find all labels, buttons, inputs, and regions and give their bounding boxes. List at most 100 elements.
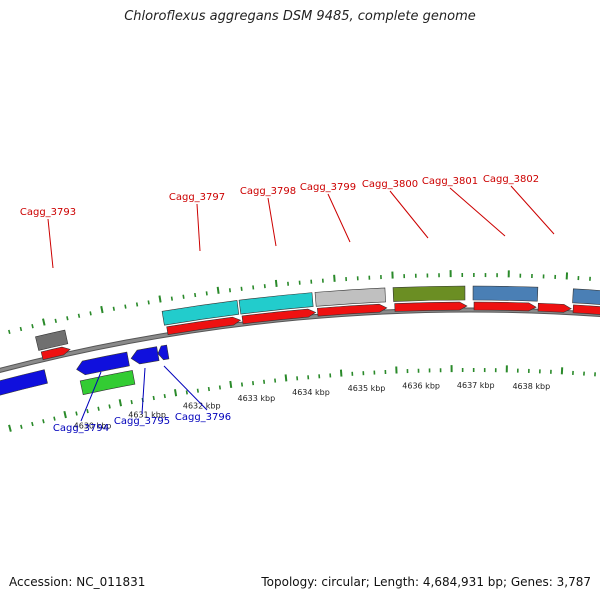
- tick-mark: [163, 393, 166, 399]
- gene-label-forward[interactable]: Cagg_3801: [422, 176, 478, 187]
- tick-mark: [228, 288, 232, 293]
- leader-line: [80, 371, 102, 422]
- kbp-label: 4632 kbp: [183, 401, 221, 410]
- reverse-cds-arrow[interactable]: [157, 344, 170, 361]
- forward-cds-arrow[interactable]: [394, 301, 468, 312]
- tick-mark: [229, 380, 233, 389]
- feature-track: [0, 285, 600, 397]
- tick-mark: [42, 318, 46, 326]
- kbp-label: 4631 kbp: [128, 410, 166, 419]
- reverse-cds-arrow[interactable]: [0, 369, 48, 397]
- tick-mark: [100, 305, 104, 314]
- tick-mark: [274, 279, 278, 288]
- tick-mark: [185, 390, 188, 395]
- tick-mark: [53, 416, 56, 421]
- tick-mark: [339, 369, 343, 377]
- tick-mark: [86, 408, 89, 414]
- gene-label-reverse[interactable]: Cagg_3796: [175, 412, 231, 423]
- gene-label-forward[interactable]: Cagg_3793: [20, 207, 76, 218]
- forward-cds-arrow[interactable]: [241, 308, 317, 325]
- tick-mark: [108, 404, 111, 409]
- forward-cds-arrow[interactable]: [166, 316, 242, 336]
- gene-labels: Cagg_3793 Cagg_3797 Cagg_3798 Cagg_3799 Cagg…: [20, 174, 555, 434]
- kbp-label: 4633 kbp: [238, 394, 276, 403]
- tick-mark: [54, 318, 57, 323]
- gene-label-forward[interactable]: Cagg_3800: [362, 179, 418, 190]
- tick-mark: [174, 389, 178, 397]
- kbp-label: 4635 kbp: [348, 384, 386, 393]
- tick-mark: [8, 424, 12, 432]
- forward-cds-arrow[interactable]: [40, 346, 71, 361]
- tick-mark: [89, 311, 92, 316]
- tick-mark: [170, 296, 173, 301]
- leader-line: [47, 218, 54, 269]
- kbp-label: 4637 kbp: [457, 381, 495, 390]
- tick-mark: [205, 291, 208, 296]
- forward-feature-bar[interactable]: [472, 285, 539, 302]
- tick-mark: [194, 292, 197, 298]
- leader-line: [510, 185, 555, 235]
- tick-mark: [31, 324, 34, 329]
- leader-line: [267, 197, 277, 247]
- gene-label-forward[interactable]: Cagg_3797: [169, 192, 225, 203]
- map-title: Chloroflexus aggregans DSM 9485, complet…: [124, 9, 476, 24]
- forward-feature-bar[interactable]: [314, 287, 386, 307]
- gene-label-reverse[interactable]: Cagg_3794: [53, 423, 109, 434]
- tick-mark: [158, 295, 162, 303]
- tick-mark: [8, 329, 11, 334]
- tick-mark: [218, 385, 222, 390]
- inner-tick-ring: [8, 365, 596, 432]
- gene-label-forward[interactable]: Cagg_3802: [483, 174, 539, 185]
- tick-mark: [147, 300, 150, 305]
- leader-line: [141, 367, 146, 415]
- tick-mark: [19, 326, 23, 332]
- tick-mark: [130, 399, 133, 405]
- reverse-cds-arrow[interactable]: [76, 351, 130, 376]
- tick-mark: [118, 399, 123, 407]
- tick-mark: [284, 374, 288, 382]
- gene-label-forward[interactable]: Cagg_3799: [300, 182, 356, 193]
- tick-mark: [77, 313, 81, 318]
- forward-cds-arrow[interactable]: [537, 302, 572, 313]
- kbp-label: 4634 kbp: [292, 388, 330, 397]
- leader-line: [196, 203, 201, 252]
- forward-cds-arrow[interactable]: [317, 303, 388, 317]
- tick-mark: [124, 304, 127, 309]
- outer-tick-ring: [8, 270, 591, 334]
- tick-mark: [20, 424, 23, 429]
- leader-line: [449, 187, 506, 237]
- forward-feature-bar[interactable]: [238, 292, 314, 315]
- tick-mark: [75, 411, 78, 416]
- tick-mark: [152, 395, 155, 401]
- tick-mark: [31, 421, 34, 427]
- gene-label-reverse[interactable]: Cagg_3795: [114, 416, 170, 427]
- forward-feature-bar[interactable]: [35, 329, 69, 351]
- tick-mark: [240, 382, 244, 387]
- forward-feature-bar[interactable]: [161, 300, 240, 326]
- tick-mark: [63, 410, 67, 419]
- tick-mark: [42, 419, 45, 424]
- forward-cds-arrow[interactable]: [572, 304, 600, 317]
- tick-mark: [182, 294, 185, 299]
- forward-feature-bar[interactable]: [392, 285, 466, 302]
- forward-cds-arrow[interactable]: [473, 301, 537, 312]
- tick-mark: [97, 406, 100, 411]
- leader-line: [163, 365, 208, 411]
- tick-mark: [333, 274, 336, 282]
- reverse-cds-arrow[interactable]: [130, 346, 160, 365]
- kbp-label: 4638 kbp: [512, 382, 550, 391]
- genome-summary-text: Topology: circular; Length: 4,684,931 bp…: [261, 575, 591, 589]
- tick-mark: [207, 386, 210, 392]
- gene-label-forward[interactable]: Cagg_3798: [240, 186, 296, 197]
- kbp-label: 4630 kbp: [74, 421, 112, 430]
- tick-mark: [66, 316, 69, 321]
- kbp-scale-labels: 4630 kbp 4631 kbp 4632 kbp 4633 kbp 4634 kbp…: [74, 381, 550, 430]
- tick-mark: [216, 286, 220, 294]
- forward-feature-bar[interactable]: [572, 288, 600, 308]
- tick-mark: [196, 388, 199, 393]
- tick-mark: [135, 302, 139, 307]
- tick-mark: [112, 306, 115, 311]
- leader-line: [327, 193, 351, 243]
- kbp-label: 4636 kbp: [402, 382, 440, 391]
